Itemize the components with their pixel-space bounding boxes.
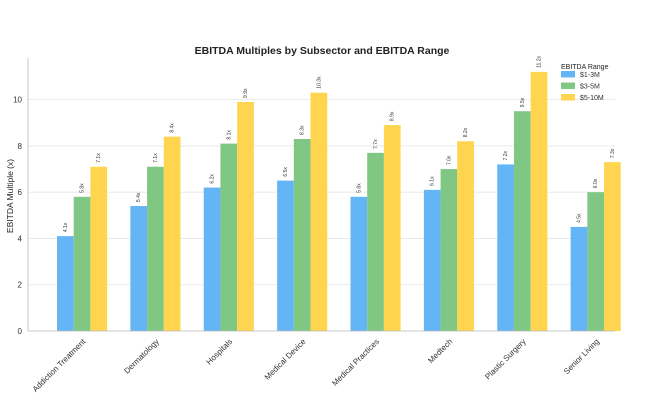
y-axis-label: EBITDA Multiple (x) bbox=[5, 159, 15, 233]
bar-value-label: 7.0x bbox=[446, 155, 452, 165]
bar-value-label: 7.7x bbox=[373, 139, 379, 149]
bar bbox=[220, 143, 238, 331]
x-ticks: Addiction Treatment Dermatology Hospitals M… bbox=[31, 337, 601, 394]
x-tick-label: Hospitals bbox=[205, 337, 235, 367]
legend: EBITDA Range $1-3M $3-5M $5-10M bbox=[561, 64, 609, 102]
bar bbox=[423, 189, 441, 331]
bar-value-label: 7.2x bbox=[503, 150, 509, 160]
bar-value-label: 8.9x bbox=[390, 111, 396, 121]
y-tick-label: 4 bbox=[18, 234, 23, 243]
bar bbox=[497, 164, 514, 331]
bar bbox=[383, 125, 401, 331]
x-tick-label: Medical Device bbox=[263, 337, 308, 382]
bar bbox=[203, 187, 221, 331]
axes bbox=[27, 58, 615, 332]
bar-value-label: 6.5x bbox=[283, 167, 289, 177]
bar bbox=[604, 162, 621, 331]
y-ticks: 0 2 4 6 8 10 bbox=[13, 96, 22, 336]
y-tick-label: 2 bbox=[18, 281, 23, 290]
bar-value-label: 4.1x bbox=[63, 222, 69, 232]
bar-value-label: 10.3x bbox=[316, 76, 322, 89]
bar bbox=[350, 196, 368, 331]
bar-value-label: 7.1x bbox=[153, 153, 159, 163]
legend-label: $5-10M bbox=[580, 95, 604, 102]
bar bbox=[130, 206, 148, 331]
legend-label: $1-3M bbox=[580, 72, 600, 79]
legend-swatch bbox=[561, 82, 575, 89]
bar bbox=[310, 92, 328, 331]
bar-value-label: 8.3x bbox=[300, 125, 306, 135]
bar-value-label: 8.1x bbox=[226, 130, 232, 140]
bar-value-label: 7.1x bbox=[96, 153, 102, 163]
bar bbox=[530, 71, 548, 332]
x-tick-label: Plastic Surgery bbox=[483, 337, 527, 381]
bar bbox=[570, 226, 588, 331]
bar bbox=[367, 152, 384, 331]
bar-value-label: 8.4x bbox=[170, 123, 176, 133]
bar bbox=[293, 138, 311, 331]
bar-value-label: 5.8x bbox=[80, 183, 86, 193]
bar-value-label: 5.8x bbox=[356, 183, 362, 193]
bar bbox=[277, 180, 294, 331]
bar-value-label: 6.1x bbox=[430, 176, 436, 186]
bar-value-label: 9.9x bbox=[243, 88, 249, 98]
bar-value-label: 4.5x bbox=[576, 213, 582, 223]
bar bbox=[147, 166, 164, 331]
y-tick-label: 10 bbox=[13, 96, 22, 105]
bar bbox=[457, 141, 474, 331]
bar bbox=[237, 101, 254, 331]
bar-value-label: 9.5x bbox=[520, 97, 526, 107]
legend-swatch bbox=[561, 94, 575, 101]
bars: 4.1x 5.8x 7.1x 5.4x 7.1x 8.4x 6.2x 8.1x 9.9x 6.5x… bbox=[57, 56, 621, 332]
bar bbox=[57, 236, 74, 331]
bar bbox=[440, 169, 458, 331]
y-tick-label: 8 bbox=[18, 142, 23, 151]
x-tick-label: Medtech bbox=[426, 337, 454, 365]
bar bbox=[73, 196, 91, 331]
x-tick-label: Dermatology bbox=[122, 337, 160, 375]
x-tick-label: Medical Practices bbox=[330, 337, 381, 388]
bar-value-label: 8.2x bbox=[463, 127, 469, 137]
y-tick-label: 6 bbox=[18, 188, 23, 197]
bar-value-label: 7.3x bbox=[610, 148, 616, 158]
chart-title: EBITDA Multiples by Subsector and EBITDA… bbox=[195, 45, 450, 57]
legend-swatch bbox=[561, 71, 575, 78]
x-tick-label: Senior Living bbox=[562, 337, 601, 376]
bar-value-label: 6.2x bbox=[210, 174, 216, 184]
x-tick-label: Addiction Treatment bbox=[31, 337, 88, 394]
legend-label: $3-5M bbox=[580, 84, 600, 91]
bar-value-label: 5.4x bbox=[136, 192, 142, 202]
bar bbox=[163, 136, 181, 331]
bar bbox=[587, 192, 605, 331]
bar-value-label: 11.2x bbox=[537, 56, 543, 68]
y-tick-label: 0 bbox=[18, 327, 23, 336]
bar bbox=[513, 111, 531, 332]
bar-value-label: 6.0x bbox=[593, 178, 599, 188]
bar bbox=[90, 166, 108, 331]
legend-title: EBITDA Range bbox=[561, 64, 609, 71]
